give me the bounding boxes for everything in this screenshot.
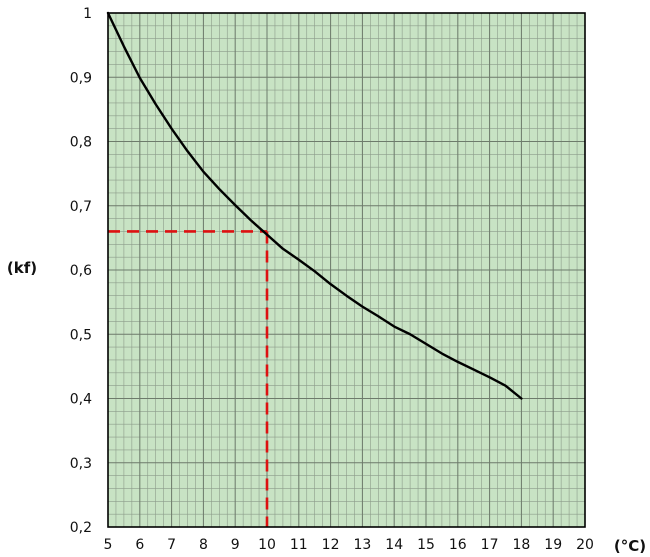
x-tick-label: 18	[512, 537, 530, 553]
y-axis-title: (kf)	[7, 259, 37, 277]
x-tick-label: 16	[449, 537, 467, 553]
y-tick-label: 0,2	[70, 520, 92, 536]
x-tick-label: 10	[258, 537, 276, 553]
x-tick-label: 8	[199, 537, 208, 553]
x-tick-label: 20	[576, 537, 594, 553]
y-tick-label: 0,9	[70, 70, 92, 86]
x-tick-label: 5	[104, 537, 113, 553]
x-tick-label: 7	[167, 537, 176, 553]
reference-lines	[108, 230, 269, 527]
x-tick-label: 6	[135, 537, 144, 553]
x-tick-label: 12	[322, 537, 340, 553]
plot-frame	[107, 12, 586, 528]
y-tick-label: 0,5	[70, 327, 92, 343]
y-tick-label: 0,7	[70, 199, 92, 215]
x-tick-label: 17	[481, 537, 499, 553]
series-line	[106, 11, 523, 400]
y-tick-label: 1	[83, 6, 92, 22]
x-tick-label: 13	[353, 537, 371, 553]
y-tick-label: 0,3	[70, 456, 92, 472]
series-layer	[106, 11, 523, 400]
y-tick-label: 0,4	[70, 392, 92, 408]
x-axis-title: (°C)	[614, 537, 646, 555]
x-tick-label: 9	[231, 537, 240, 553]
x-tick-label: 11	[290, 537, 308, 553]
x-tick-label: 15	[417, 537, 435, 553]
x-axis-tick-labels: 5 6 7 8 9 10 11 12 13 14 15 16 17 18 19 20	[104, 537, 594, 553]
x-tick-label: 14	[385, 537, 403, 553]
y-axis-tick-labels: 0,2 0,3 0,4 0,5 0,6 0,7 0,8 0,9 1	[70, 6, 92, 536]
y-tick-label: 0,8	[70, 135, 92, 151]
x-tick-label: 19	[544, 537, 562, 553]
y-tick-label: 0,6	[70, 263, 92, 279]
